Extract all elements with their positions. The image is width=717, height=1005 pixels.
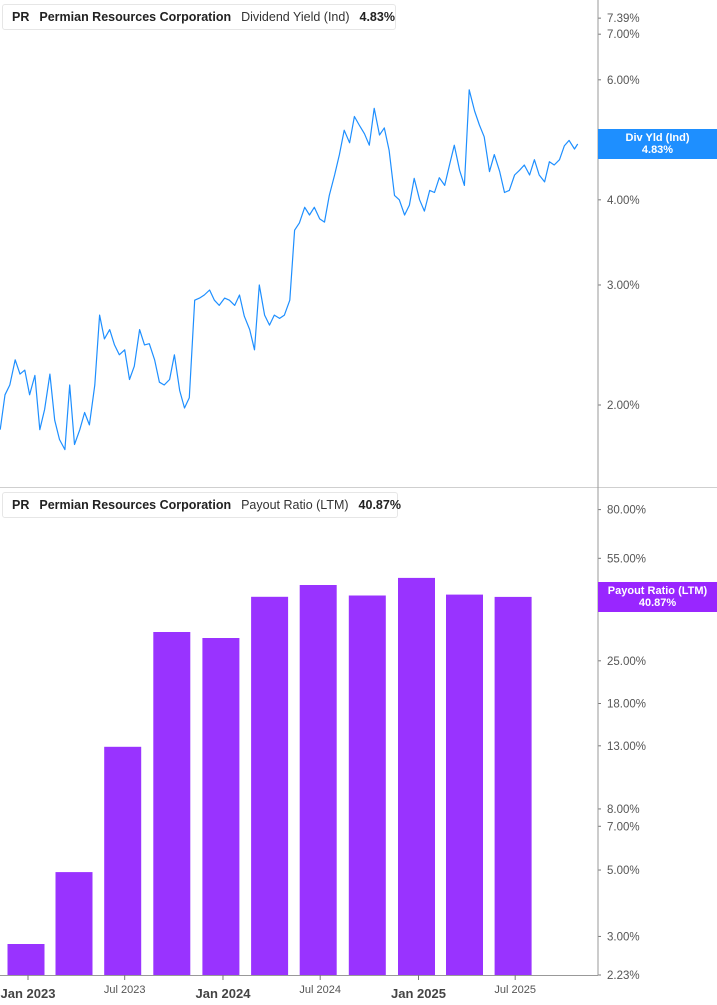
- payout-ratio-bar: [7, 944, 45, 975]
- tag-value: 4.83%: [641, 144, 674, 156]
- x-tick-label: Jan 2023: [1, 986, 56, 1001]
- y-tick-label: 55.00%: [607, 553, 646, 565]
- x-tick-label: Jul 2023: [104, 984, 146, 996]
- x-tick-label: Jul 2025: [494, 984, 536, 996]
- y-tick-label: 18.00%: [607, 699, 646, 711]
- payout-ratio-bar: [348, 595, 386, 975]
- current-value-tag-dividend-yield: Div Yld (Ind) 4.83%: [598, 129, 717, 159]
- dividend-yield-line: [0, 89, 579, 451]
- tag-value: 40.87%: [638, 597, 677, 609]
- legend-company: Permian Resources Corporation: [39, 10, 232, 24]
- legend-metric: Payout Ratio (LTM): [241, 498, 349, 512]
- payout-ratio-bar: [251, 596, 289, 975]
- legend-metric: Dividend Yield (Ind): [241, 10, 350, 24]
- y-tick-label: 13.00%: [607, 741, 646, 753]
- tag-label: Div Yld (Ind): [625, 132, 690, 144]
- payout-ratio-bar: [299, 585, 337, 975]
- legend-company: Permian Resources Corporation: [39, 498, 232, 512]
- y-tick-label: 2.23%: [607, 970, 640, 982]
- payout-ratio-panel: 2.23% 3.00% 5.00% 7.00% 8.00% 13.00% 18.00% 25.…: [0, 505, 646, 1001]
- legend-value: 40.87%: [358, 498, 401, 512]
- dividend-yield-panel: 2.00% 3.00% 4.00% 6.00% 7.00% 7.39%: [0, 13, 640, 451]
- y-tick-label: 6.00%: [607, 75, 640, 87]
- current-value-tag-payout-ratio: Payout Ratio (LTM) 40.87%: [598, 582, 717, 612]
- y-tick-label: 7.00%: [607, 29, 640, 41]
- y-tick-label: 3.00%: [607, 280, 640, 292]
- payout-ratio-bar: [104, 746, 142, 975]
- legend-ticker: PR: [12, 498, 30, 512]
- bottom-legend: PR Permian Resources Corporation Payout …: [2, 492, 401, 518]
- x-tick-label: Jul 2024: [299, 984, 341, 996]
- y-tick-label: 8.00%: [607, 804, 640, 816]
- y-tick-label: 2.00%: [607, 400, 640, 412]
- y-tick-label: 25.00%: [607, 656, 646, 668]
- x-tick-label: Jan 2025: [391, 986, 446, 1001]
- payout-ratio-bar: [55, 872, 93, 975]
- y-tick-label: 4.00%: [607, 195, 640, 207]
- legend-value: 4.83%: [359, 10, 395, 24]
- y-tick-label: 7.39%: [607, 13, 640, 25]
- y-tick-label: 7.00%: [607, 821, 640, 833]
- legend-ticker: PR: [12, 10, 30, 24]
- tag-label: Payout Ratio (LTM): [607, 585, 708, 597]
- y-tick-label: 3.00%: [607, 931, 640, 943]
- x-tick-label: Jan 2024: [196, 986, 252, 1001]
- y-tick-label: 5.00%: [607, 865, 640, 877]
- y-tick-label: 80.00%: [607, 505, 646, 517]
- payout-ratio-bar: [446, 594, 483, 975]
- payout-ratio-bar: [398, 577, 435, 975]
- top-legend: PR Permian Resources Corporation Dividen…: [2, 4, 396, 30]
- payout-ratio-bar: [202, 638, 240, 975]
- payout-ratio-bar: [494, 596, 532, 975]
- payout-ratio-bar: [153, 632, 191, 975]
